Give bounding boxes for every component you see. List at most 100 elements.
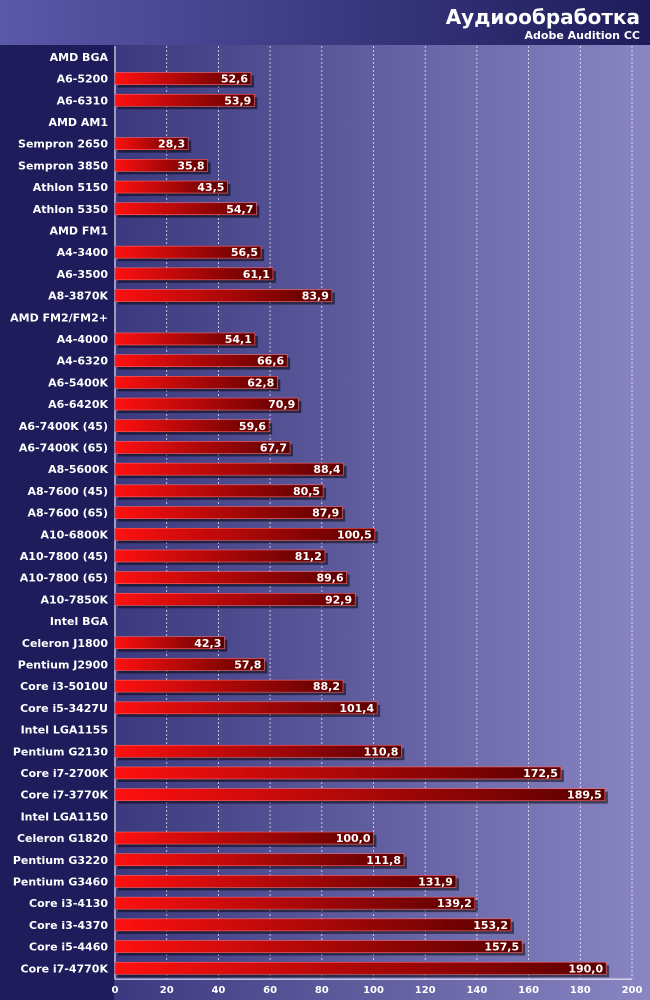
data-label: 153,2 [473, 919, 508, 932]
category-label: Celeron J1800 [22, 637, 108, 650]
bar [114, 679, 344, 693]
x-tick-label: 0 [112, 985, 119, 996]
group-label: Intel LGA1150 [21, 810, 109, 823]
bar [114, 397, 299, 411]
chart-title: Аудиообработка [446, 5, 640, 29]
bar [114, 918, 512, 932]
category-label: Athlon 5350 [33, 203, 109, 216]
category-label: A4-3400 [57, 246, 109, 259]
group-label: AMD FM2/FM2+ [10, 311, 108, 324]
group-label: AMD FM1 [49, 224, 108, 237]
bars: 52,6 53,9 28,3 35,8 43,554,7 56,5 61,1 83,9 54,1… [114, 72, 610, 978]
data-label: 43,5 [197, 181, 224, 194]
bar [114, 180, 228, 194]
data-label: 139,2 [437, 897, 472, 910]
header-band [0, 0, 650, 45]
data-label: 35,8 [177, 159, 204, 172]
category-label: A6-7400K (45) [19, 420, 108, 433]
category-label: A6-5200 [57, 73, 109, 86]
x-tick-label: 180 [570, 985, 591, 996]
bar [114, 419, 270, 433]
bar [114, 593, 356, 606]
bar [114, 896, 476, 910]
bar [114, 658, 265, 671]
x-tick-label: 40 [211, 985, 225, 996]
chart-subtitle: Adobe Audition CC [525, 29, 641, 42]
bar [114, 636, 225, 650]
bar [114, 549, 326, 563]
x-tick-label: 120 [415, 985, 436, 996]
category-label: A6-7400K (65) [19, 441, 108, 454]
category-label: Pentium J2900 [18, 658, 109, 671]
category-label: A6-6420K [48, 398, 108, 411]
category-label: Core i3-4130 [29, 897, 108, 910]
x-tick-label: 200 [622, 985, 643, 996]
bar [114, 940, 523, 953]
bar [114, 267, 274, 281]
bar [114, 831, 374, 845]
data-label: 57,8 [234, 658, 261, 671]
category-label: Pentium G3220 [13, 854, 108, 867]
category-label: Core i7-4770K [21, 962, 109, 975]
category-label: Core i3-4370 [29, 919, 108, 932]
x-axis-ticks: 0 20 40 60 80 100 120 140 160 180 200 [112, 985, 643, 996]
category-label: A10-6800K [40, 528, 108, 541]
bar [114, 766, 562, 780]
x-tick-label: 100 [363, 985, 384, 996]
bar [114, 202, 257, 216]
data-label: 61,1 [243, 268, 270, 281]
bar [114, 332, 256, 346]
data-label: 56,5 [231, 246, 258, 259]
category-label: Sempron 3850 [18, 159, 108, 172]
group-label: Intel BGA [50, 615, 109, 628]
data-label: 101,4 [339, 702, 374, 715]
data-label: 66,6 [257, 355, 284, 368]
bar [114, 961, 607, 975]
data-label: 70,9 [268, 398, 295, 411]
data-label: 81,2 [295, 550, 322, 563]
bar [114, 484, 324, 498]
category-label: A6-3500 [57, 268, 109, 281]
bar [114, 571, 347, 584]
bar [114, 159, 208, 172]
category-label: A10-7800 (65) [20, 572, 108, 585]
bar [114, 527, 376, 541]
category-label: Pentium G3460 [13, 875, 108, 888]
bar [114, 441, 291, 454]
category-label: Core i7-3770K [21, 789, 109, 802]
category-label: A8-3870K [48, 290, 108, 303]
data-label: 100,5 [337, 528, 372, 541]
bar [114, 376, 278, 389]
data-label: 157,5 [484, 941, 519, 954]
category-label: A6-5400K [48, 376, 108, 389]
category-label: A8-7600 (65) [27, 507, 108, 520]
bar [114, 72, 252, 85]
bar [114, 137, 189, 150]
data-label: 110,8 [364, 745, 399, 758]
bar [114, 744, 402, 758]
bar [114, 93, 255, 107]
x-tick-label: 160 [518, 985, 539, 996]
category-label: Sempron 2650 [18, 138, 108, 151]
x-tick-label: 140 [466, 985, 487, 996]
data-label: 42,3 [194, 637, 221, 650]
data-label: 89,6 [316, 572, 343, 585]
label-panel [0, 0, 114, 1000]
category-label: A6-6310 [57, 94, 109, 107]
bar [114, 289, 333, 302]
category-label: A4-4000 [57, 333, 109, 346]
data-label: 131,9 [418, 875, 453, 888]
bar [114, 245, 262, 259]
x-tick-label: 80 [315, 985, 329, 996]
data-label: 92,9 [325, 593, 352, 606]
data-label: 59,6 [239, 420, 266, 433]
bar [114, 788, 606, 801]
category-label: A10-7850K [40, 593, 108, 606]
category-label: Pentium G2130 [13, 745, 108, 758]
group-label: Intel LGA1155 [21, 724, 108, 737]
data-label: 172,5 [523, 767, 558, 780]
data-label: 54,1 [225, 333, 252, 346]
data-label: 53,9 [224, 94, 251, 107]
data-label: 190,0 [568, 962, 603, 975]
